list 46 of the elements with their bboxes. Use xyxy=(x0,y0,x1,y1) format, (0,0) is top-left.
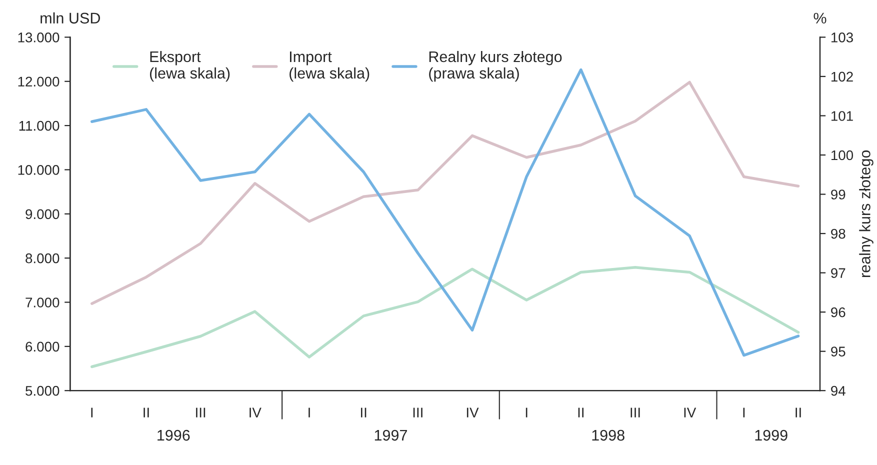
y-tick-label: 5.000 xyxy=(26,386,60,396)
line-series xyxy=(90,266,800,368)
x-tick-label: II xyxy=(578,408,584,418)
y-tick-label: 6.000 xyxy=(26,342,60,352)
y-tick-label: 7.000 xyxy=(26,298,60,308)
y2-tick-label: 99 xyxy=(831,190,846,200)
line-series xyxy=(90,68,800,357)
x-tick-label: II xyxy=(144,408,149,418)
legend-label: Eksport (lewa skala) xyxy=(150,50,230,82)
x-tick-label: IV xyxy=(250,408,262,418)
x-tick-label: III xyxy=(196,408,206,418)
x-tick-label: I xyxy=(743,408,745,418)
y2-tick-label: 96 xyxy=(831,307,846,318)
y2-tick-label: 94 xyxy=(831,386,846,396)
legend-label: Realny kurs złotego (prawa skala) xyxy=(429,50,562,82)
x-tick-label: IV xyxy=(684,408,696,418)
text: 1997 xyxy=(374,430,407,441)
line-series xyxy=(90,80,800,305)
y2-tick-label: 98 xyxy=(831,228,846,239)
y2-tick-label: 97 xyxy=(831,268,846,278)
text: 1999 xyxy=(755,430,788,441)
text: % xyxy=(814,12,826,24)
text: 1996 xyxy=(158,430,190,441)
y-tick-label: 8.000 xyxy=(26,253,60,264)
y-axis-title: mln USD xyxy=(40,12,100,24)
y2-tick-label: 101 xyxy=(831,111,853,121)
x-tick-label: III xyxy=(413,408,422,418)
x-tick-label: I xyxy=(526,408,528,418)
x-tick-label: II xyxy=(361,408,366,418)
y2-tick-label: 100 xyxy=(831,150,854,160)
x-tick-label: I xyxy=(91,408,93,418)
text: 1998 xyxy=(592,430,624,441)
y-tick-label: 10.000 xyxy=(18,165,60,175)
y-tick-label: 12.000 xyxy=(18,76,60,87)
y2-tick-label: 103 xyxy=(831,32,853,42)
x-tick-label: III xyxy=(630,408,640,418)
y2-tick-label: 95 xyxy=(831,346,846,357)
y-tick-label: 13.000 xyxy=(18,32,60,42)
legend-label: Import (lewa skala) xyxy=(290,52,370,82)
x-tick-label: IV xyxy=(466,408,479,418)
x-tick-label: II xyxy=(796,408,801,418)
x-tick-label: I xyxy=(308,408,310,418)
y-tick-label: 9.000 xyxy=(26,209,60,220)
y2-tick-label: 102 xyxy=(831,72,853,82)
y2-axis-title: realny kurs złotego xyxy=(859,150,874,277)
y-tick-label: 11.000 xyxy=(19,120,60,131)
